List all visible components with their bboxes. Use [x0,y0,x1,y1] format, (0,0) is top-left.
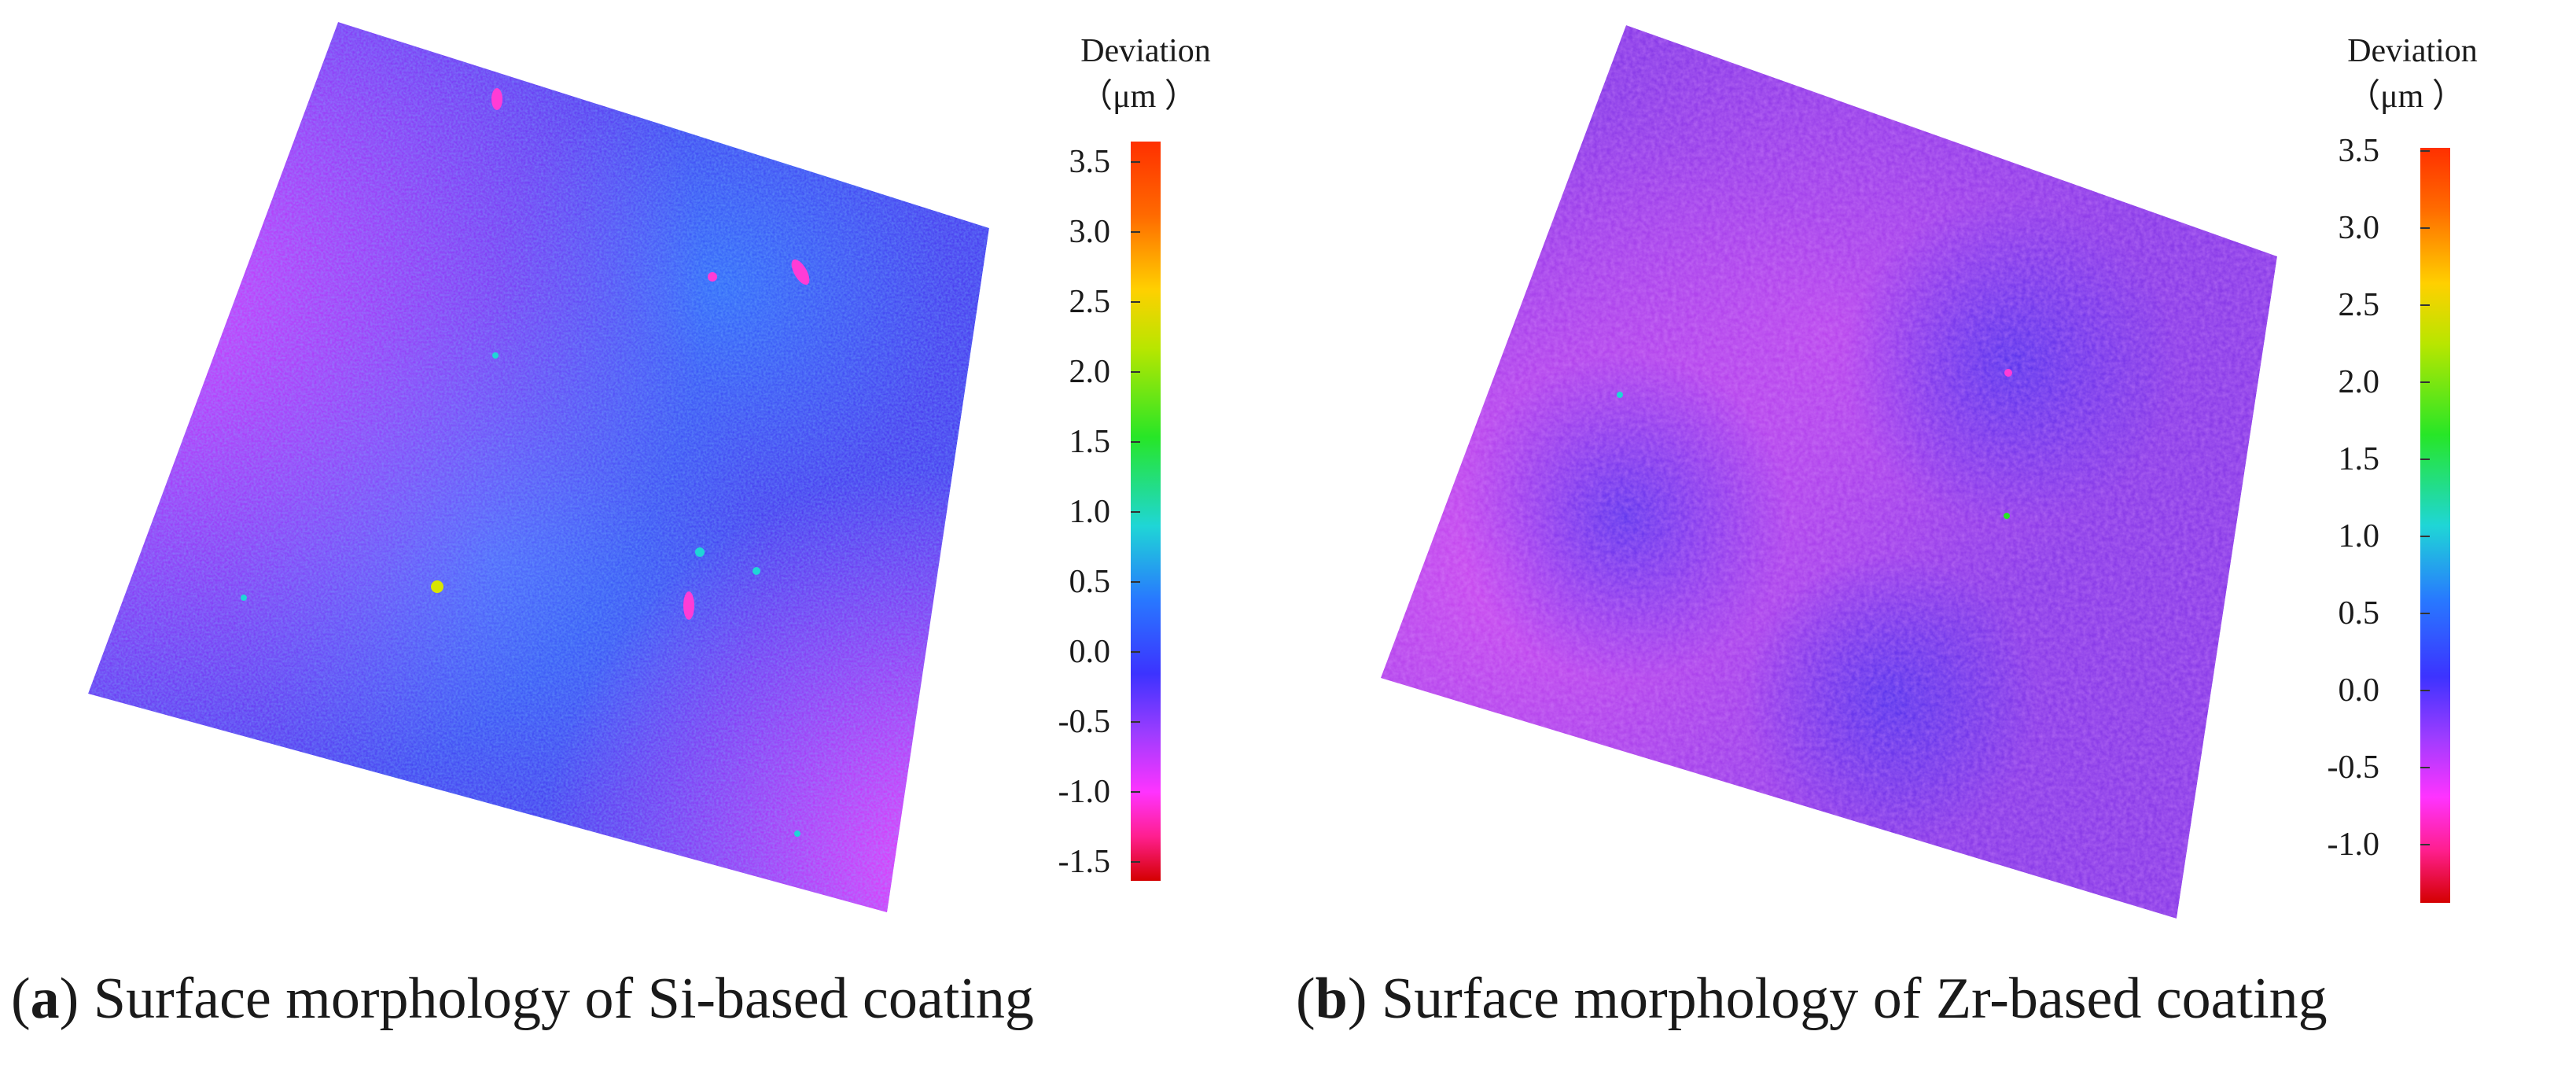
caption-label-a: a [30,967,60,1031]
legend-title-b: Deviation [2347,33,2478,69]
tick-label-b: 0.0 [2338,672,2380,709]
tick-marks-a [1131,161,1140,863]
caption-a: (a) Surface morphology of Si-based coati… [11,967,1034,1031]
legend-title-a: Deviation [1080,33,1211,69]
tick-label-a: 0.0 [1069,634,1111,670]
surface-b-tile [1381,25,2277,919]
surface-a-tile [88,22,989,912]
tick-label-b: 0.5 [2338,595,2380,632]
tick-label-a: 0.5 [1069,564,1111,600]
tick-label-a: 1.5 [1069,424,1111,460]
tick-marks-b [2420,150,2430,845]
tick-label-b: 1.5 [2338,441,2380,477]
tick-label-a: -1.0 [1058,774,1111,810]
tick-label-a: -1.5 [1058,844,1111,880]
caption-text-a: Surface morphology of Si-based coating [93,967,1034,1031]
surface-map-b [1381,25,2450,919]
tick-label-a: 1.0 [1069,494,1111,530]
tick-label-a: -0.5 [1058,704,1111,740]
tick-label-b: 1.0 [2338,518,2380,554]
tick-label-b: 3.0 [2338,210,2380,246]
caption-b: (b) Surface morphology of Zr-based coati… [1296,967,2328,1031]
panel-a: Deviation （μm ） 3.5 3.0 2.5 2.0 1.5 1.0 … [11,22,1211,1031]
tick-label-b: 2.5 [2338,287,2380,323]
tick-label-b: 2.0 [2338,364,2380,400]
tick-label-b: -0.5 [2327,749,2380,786]
surface-map-a [88,22,1161,912]
tick-label-a: 2.0 [1069,354,1111,390]
panel-b: Deviation （μm ） 3.5 3.0 2.5 2.0 1.5 1.0 … [1288,0,2576,1068]
tick-label-a: 3.0 [1069,214,1111,250]
tick-label-a: 2.5 [1069,284,1111,320]
legend-unit-b: （μm ） [2347,79,2465,115]
caption-text-b: Surface morphology of Zr-based coating [1381,967,2328,1031]
tick-label-b: 3.5 [2338,133,2380,169]
tick-label-b: -1.0 [2327,827,2380,863]
caption-label-b: b [1315,967,1348,1031]
legend-unit-a: （μm ） [1080,79,1198,115]
tick-label-a: 3.5 [1069,144,1111,180]
color-scale-bar-b [2420,148,2450,903]
